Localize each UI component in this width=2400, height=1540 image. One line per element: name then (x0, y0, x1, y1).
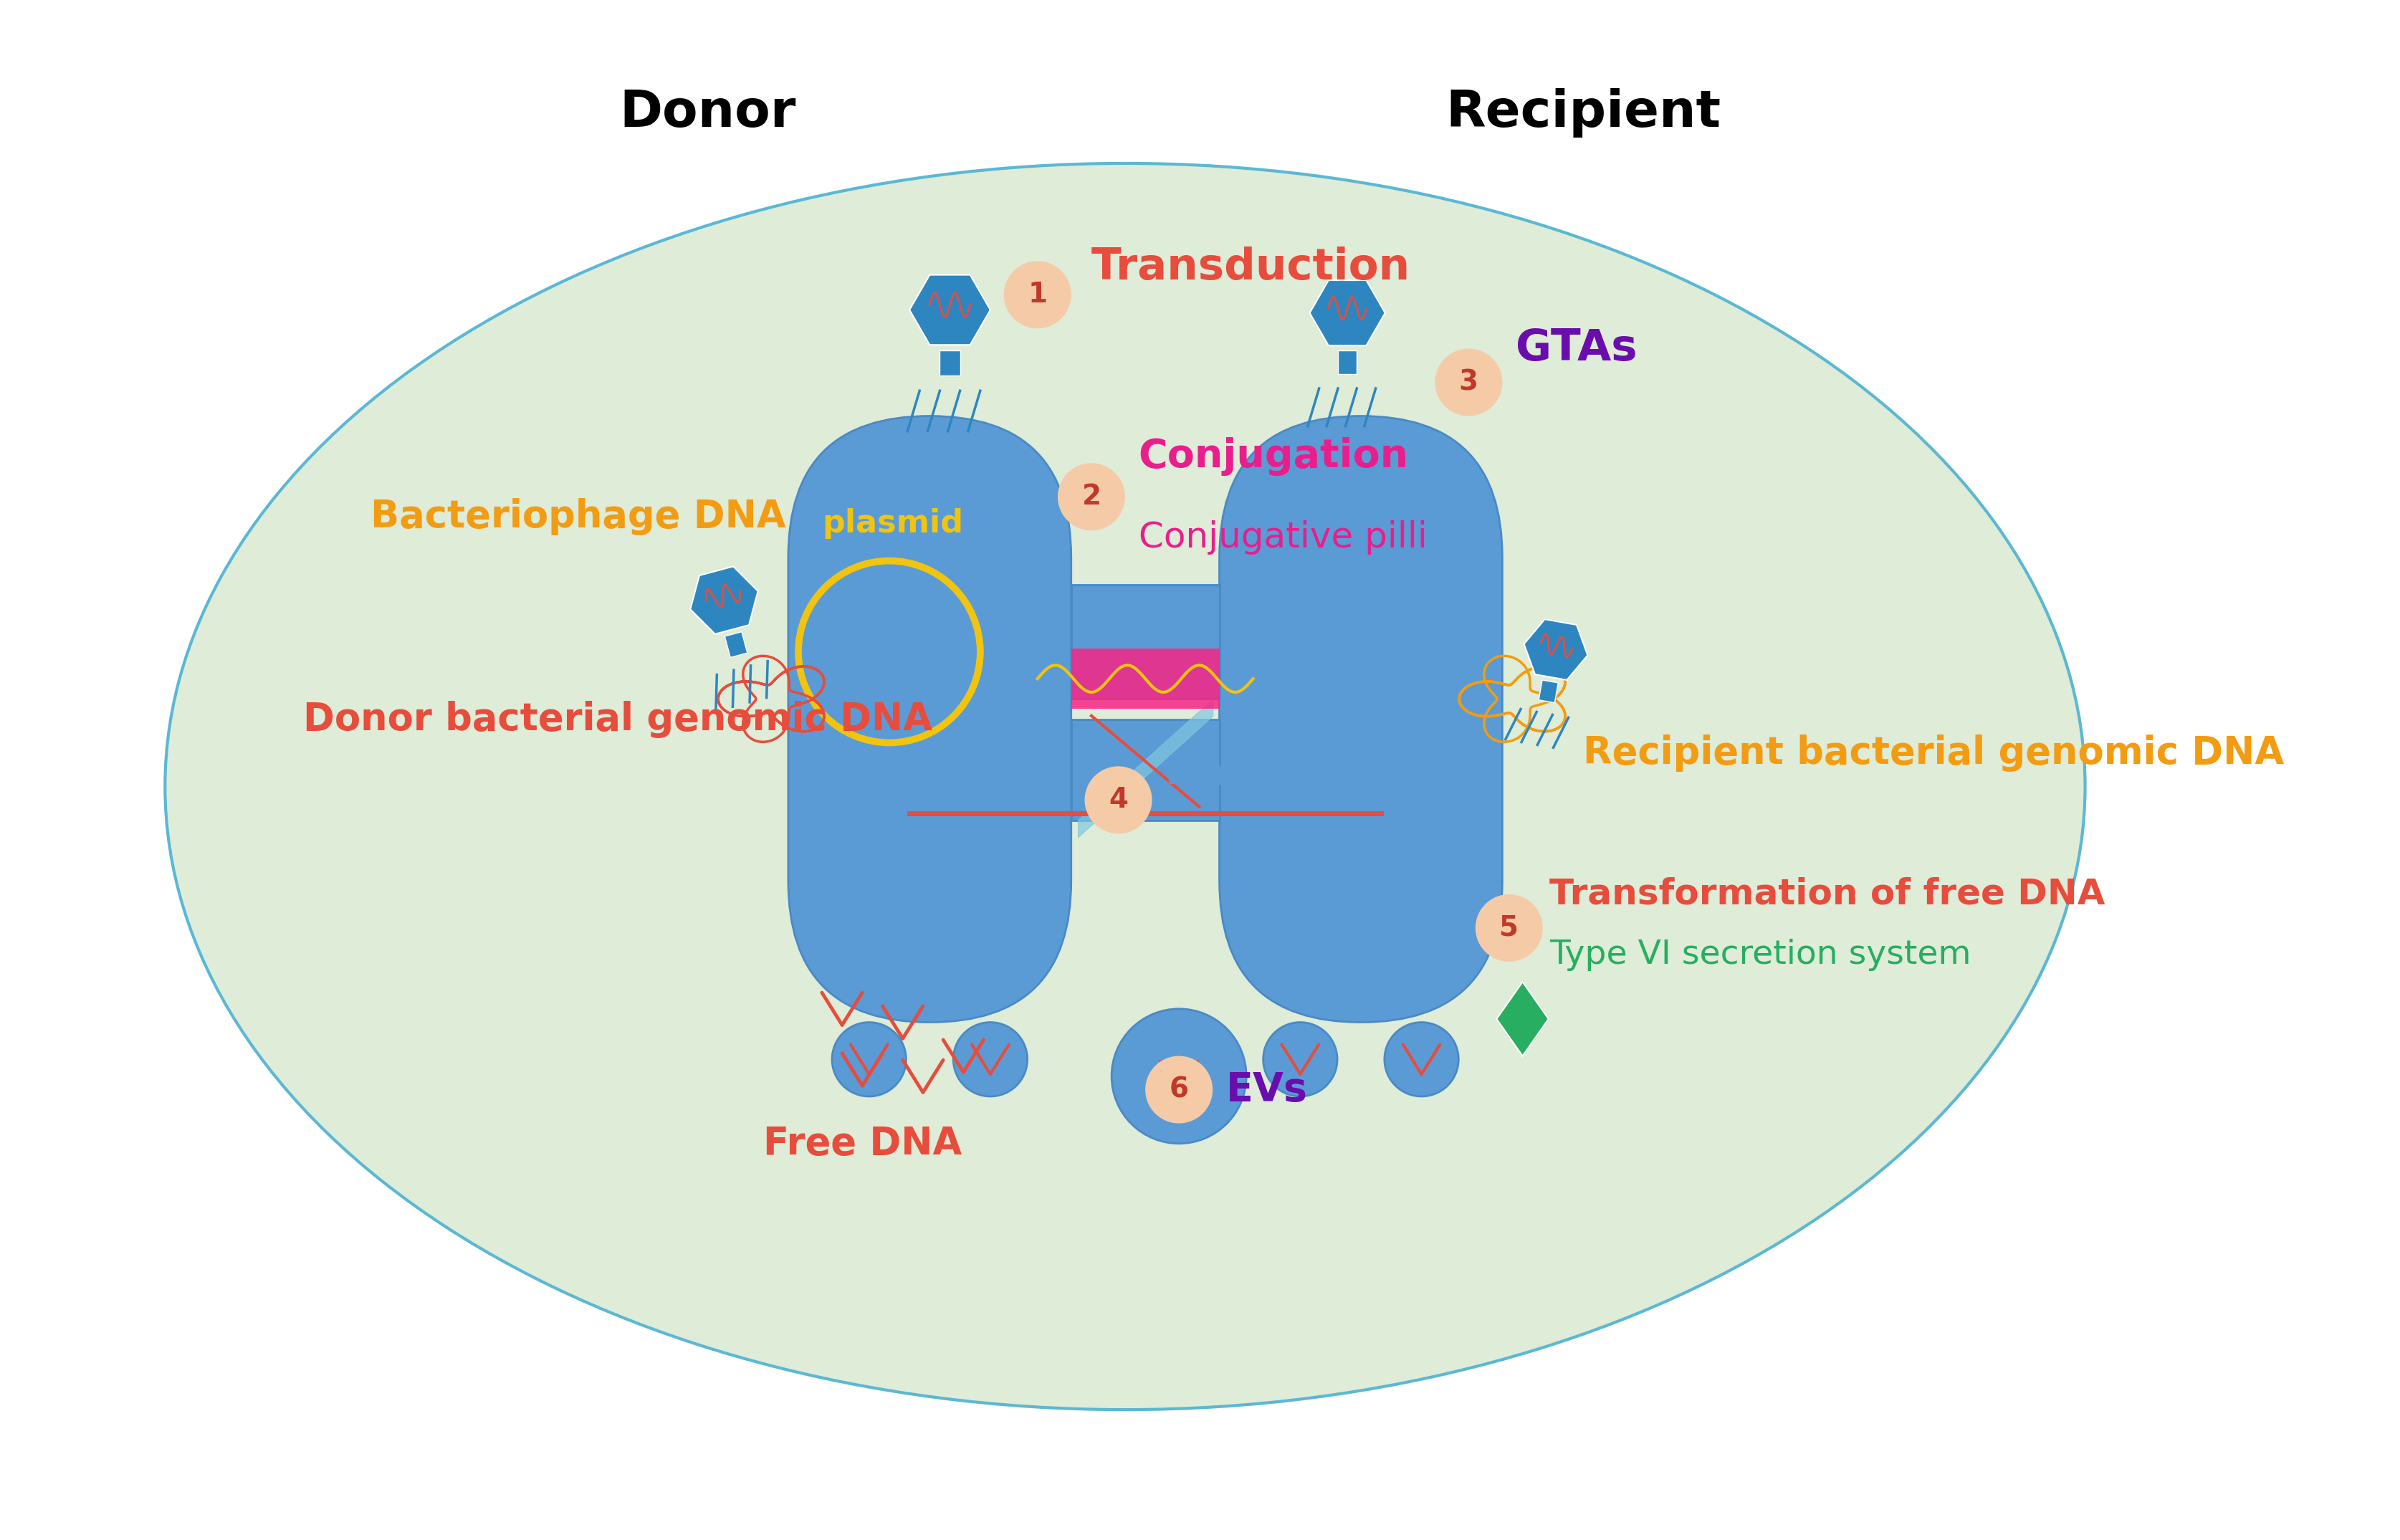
Text: plasmid: plasmid (823, 508, 962, 539)
Text: Transformation of free DNA: Transformation of free DNA (1550, 878, 2105, 912)
Text: Free DNA: Free DNA (763, 1124, 962, 1163)
Polygon shape (1538, 681, 1558, 702)
FancyBboxPatch shape (787, 416, 1070, 1023)
Polygon shape (725, 631, 746, 658)
Ellipse shape (1262, 1023, 1337, 1096)
Text: EVs: EVs (1226, 1070, 1308, 1109)
FancyBboxPatch shape (1219, 416, 1502, 1023)
Polygon shape (1337, 351, 1356, 374)
Text: 1: 1 (1027, 282, 1046, 308)
Text: Recipient: Recipient (1445, 88, 1721, 137)
Text: Recipient bacterial genomic DNA: Recipient bacterial genomic DNA (1584, 735, 2285, 772)
Polygon shape (1070, 584, 1219, 699)
Ellipse shape (166, 163, 2086, 1409)
Circle shape (1145, 1056, 1212, 1123)
Text: Bacteriophage DNA: Bacteriophage DNA (370, 499, 787, 536)
Polygon shape (1498, 983, 1548, 1056)
Text: Donor: Donor (619, 88, 797, 137)
Text: Type VI secretion system: Type VI secretion system (1550, 939, 1970, 972)
Polygon shape (1524, 619, 1589, 681)
Ellipse shape (1385, 1023, 1459, 1096)
Text: Transduction: Transduction (1092, 246, 1411, 290)
Polygon shape (910, 274, 991, 345)
Ellipse shape (833, 1023, 907, 1096)
Text: 5: 5 (1500, 915, 1519, 941)
Polygon shape (1070, 719, 1219, 821)
Text: Conjugation: Conjugation (1138, 437, 1409, 476)
Ellipse shape (953, 1023, 1027, 1096)
Text: Conjugative pilli: Conjugative pilli (1138, 521, 1428, 554)
Polygon shape (691, 567, 758, 634)
Text: 6: 6 (1169, 1076, 1188, 1103)
Circle shape (1085, 767, 1152, 833)
Circle shape (1476, 895, 1543, 961)
Circle shape (1111, 1009, 1246, 1144)
Circle shape (1003, 262, 1070, 328)
Circle shape (1058, 464, 1126, 530)
Text: 2: 2 (1082, 484, 1102, 510)
Polygon shape (1310, 280, 1385, 345)
Text: Donor bacterial genomic DNA: Donor bacterial genomic DNA (302, 701, 934, 738)
Text: Nanotube: Nanotube (1166, 753, 1385, 793)
Circle shape (1435, 348, 1502, 416)
Text: 3: 3 (1459, 368, 1478, 396)
Text: 4: 4 (1109, 787, 1128, 813)
Text: GTAs: GTAs (1517, 328, 1637, 370)
Polygon shape (941, 350, 960, 376)
Polygon shape (1070, 648, 1219, 708)
